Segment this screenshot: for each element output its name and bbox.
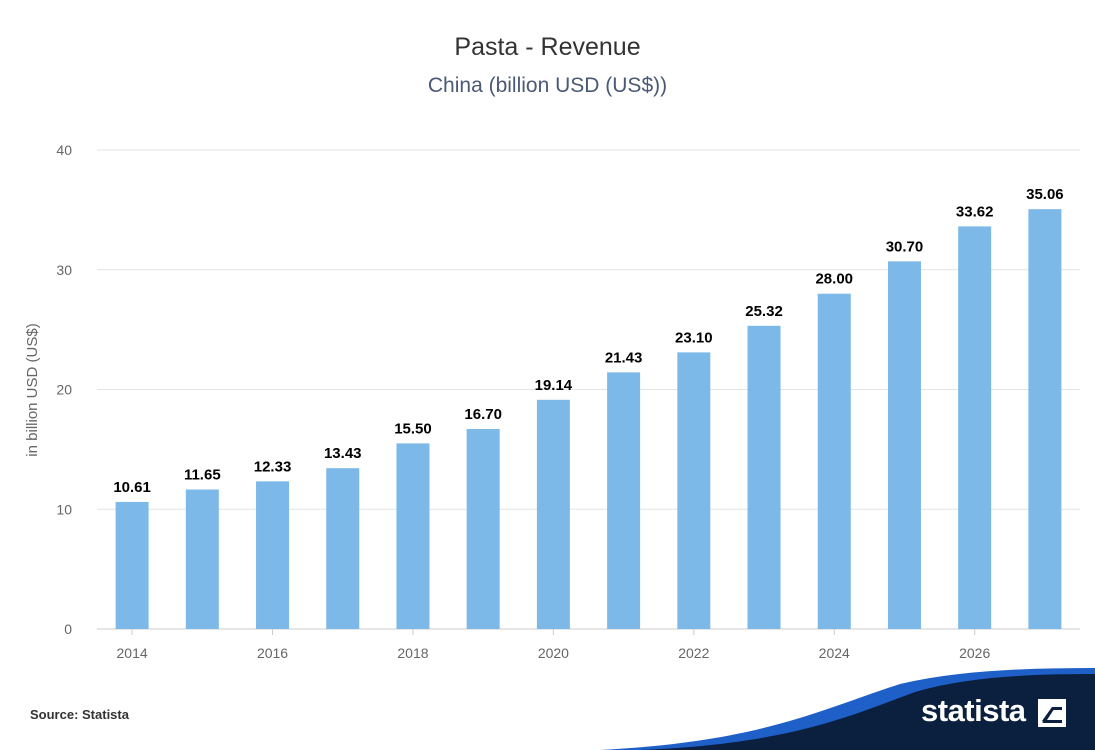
data-label: 35.06 [1026, 186, 1064, 203]
data-label: 33.62 [956, 203, 994, 220]
bar [185, 489, 219, 629]
bar-chart: 0 10 20 30 40 in billion USD (US$) 10.61 11.65 1… [24, 142, 1080, 661]
chart-title: Pasta - Revenue [454, 33, 641, 61]
bar [958, 226, 992, 629]
data-label: 23.10 [675, 329, 713, 346]
y-axis-label: in billion USD (US$) [24, 323, 41, 456]
x-tick-label: 2016 [257, 645, 288, 661]
bar [747, 325, 781, 629]
y-tick-label: 40 [56, 142, 72, 158]
bar [466, 429, 500, 629]
data-label: 13.43 [324, 445, 362, 462]
y-tick-label: 0 [64, 621, 72, 637]
data-label: 10.61 [113, 479, 151, 496]
data-label: 25.32 [745, 303, 783, 320]
bar [536, 399, 570, 629]
data-label: 15.50 [394, 420, 432, 437]
x-tick-label: 2022 [678, 645, 709, 661]
statista-logo-icon [1038, 699, 1066, 727]
data-label: 21.43 [605, 349, 643, 366]
x-tick-label: 2020 [538, 645, 569, 661]
x-tick-label: 2018 [397, 645, 428, 661]
y-tick-label: 10 [56, 501, 72, 517]
bar [817, 293, 851, 629]
bar [326, 468, 360, 629]
bar [256, 481, 290, 629]
data-label: 16.70 [464, 406, 502, 423]
y-tick-label: 20 [56, 382, 72, 398]
bar [887, 261, 921, 629]
bar [1028, 209, 1062, 629]
source-note: Source: Statista [30, 707, 129, 722]
data-label: 30.70 [886, 238, 924, 255]
data-label: 19.14 [535, 377, 573, 394]
bar [607, 372, 641, 629]
x-tick-label: 2026 [959, 645, 990, 661]
bar [677, 352, 711, 629]
bar [396, 443, 430, 629]
bar [115, 501, 149, 629]
data-label: 11.65 [184, 466, 221, 483]
x-tick-label: 2024 [819, 645, 850, 661]
x-tick-label: 2014 [117, 645, 148, 661]
statista-logo[interactable]: statista [921, 693, 1026, 728]
chart-subtitle: China (billion USD (US$)) [427, 74, 668, 97]
data-label: 12.33 [254, 458, 292, 475]
data-label: 28.00 [815, 271, 853, 288]
y-tick-label: 30 [56, 262, 72, 278]
